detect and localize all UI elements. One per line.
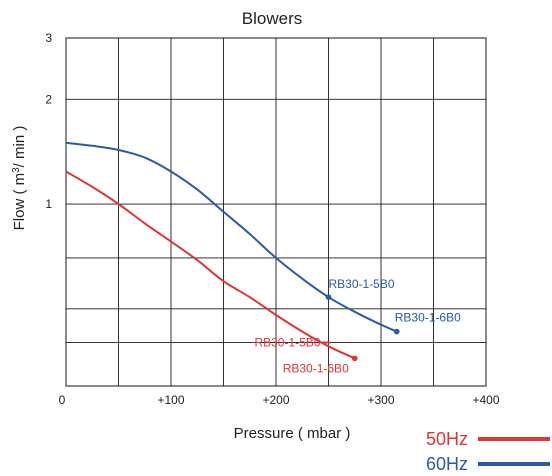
x-tick-label: +200 (262, 393, 289, 407)
legend-label: 50Hz (426, 429, 468, 449)
data-point (351, 355, 358, 362)
data-point (325, 294, 332, 300)
y-tick-label: 3 (45, 31, 52, 45)
x-tick-label: 0 (59, 393, 66, 407)
y-axis-label: Flow ( m3/ min ) (11, 126, 29, 231)
point-label: RB30-1-6B0 (395, 311, 461, 325)
x-tick-label: +100 (157, 393, 184, 407)
y-tick-label: 2 (45, 92, 52, 106)
series-line-50Hz (65, 170, 356, 360)
x-tick-label: +300 (367, 393, 394, 407)
axis-ticks: 0 +100 +200 +300 +400 1 2 3 (45, 31, 500, 407)
plot-frame (65, 37, 487, 387)
x-tick-label: +400 (472, 393, 499, 407)
y-tick-label: 1 (45, 197, 52, 211)
series-line-60Hz (65, 141, 398, 333)
data-point (393, 328, 400, 335)
labeled-points: RB30-1-5B0 RB30-1-6B0 RB30-1-5B0 RB30-1-6B0 (254, 277, 461, 375)
plot-grid (65, 37, 487, 386)
legend: 50Hz 60Hz (426, 429, 550, 474)
chart-title: Blowers (242, 9, 302, 28)
series-lines (65, 141, 398, 360)
point-label: RB30-1-5B0 (254, 336, 320, 350)
x-axis-label: Pressure ( mbar ) (234, 425, 351, 442)
point-label: RB30-1-6B0 (283, 361, 349, 375)
point-label: RB30-1-5B0 (329, 277, 395, 291)
legend-label: 60Hz (426, 454, 468, 474)
